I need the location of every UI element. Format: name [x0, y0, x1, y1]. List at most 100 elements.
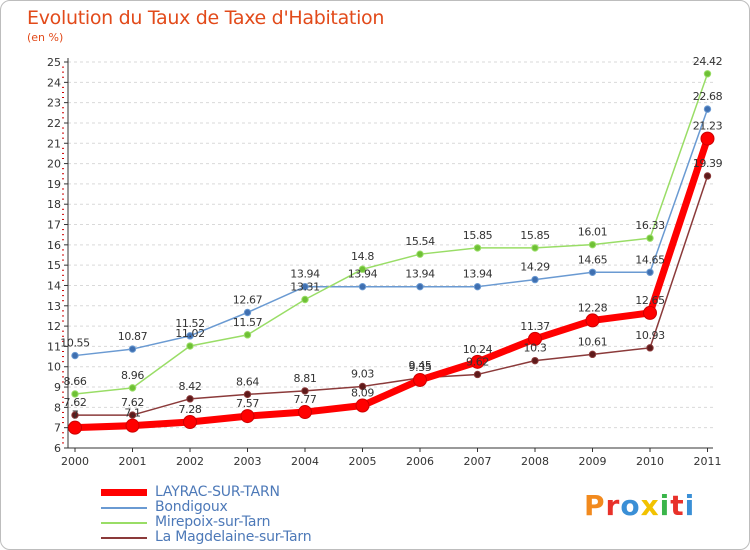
y-tick-label: 22 — [47, 117, 61, 130]
y-tick-label: 10 — [47, 361, 61, 374]
data-label: 19.39 — [693, 157, 723, 170]
x-tick-label: 2006 — [406, 455, 434, 468]
data-point — [416, 282, 424, 291]
data-point — [71, 411, 79, 419]
data-label: 11.02 — [175, 327, 205, 340]
data-point — [413, 372, 427, 387]
logo-letter: x — [640, 489, 660, 522]
legend-label: La Magdelaine-sur-Tarn — [155, 529, 312, 545]
data-point — [240, 409, 255, 424]
data-label: 10.55 — [60, 337, 90, 350]
legend-swatch — [101, 489, 147, 496]
logo-letter: t — [670, 489, 685, 522]
legend-item: Bondigoux — [101, 500, 311, 515]
data-point — [71, 390, 79, 398]
data-label: 8.42 — [179, 380, 202, 393]
data-point — [473, 282, 482, 291]
data-point — [298, 405, 312, 420]
chart-subtitle: (en %) — [27, 31, 64, 44]
y-tick-label: 19 — [47, 178, 61, 191]
data-label: 7 — [72, 409, 79, 422]
data-point — [588, 240, 597, 249]
data-point — [243, 390, 252, 399]
data-label: 7.77 — [294, 393, 317, 406]
logo-letter: P — [584, 489, 606, 522]
data-label: 12.28 — [578, 301, 608, 314]
data-point — [71, 351, 79, 360]
legend-item: La Magdelaine-sur-Tarn — [101, 529, 312, 545]
y-tick-label: 12 — [47, 320, 61, 333]
data-label: 16.33 — [635, 219, 665, 232]
chart-title: Evolution du Taux de Taxe d'Habitation — [27, 7, 385, 29]
series-line-2 — [74, 73, 709, 395]
axis-layer: 6789101112131415161718192021222324252000… — [47, 56, 722, 468]
data-label: 7.62 — [121, 396, 144, 409]
series-line-0 — [71, 135, 711, 432]
data-label: 13.94 — [290, 268, 320, 281]
data-point — [646, 234, 654, 242]
series-line-1 — [74, 108, 709, 357]
data-label: 22.68 — [693, 90, 723, 103]
data-label: 10.61 — [578, 335, 608, 348]
x-tick-label: 2003 — [234, 455, 262, 468]
data-label: 10.3 — [524, 342, 547, 355]
data-label: 10.93 — [635, 329, 665, 342]
data-point — [700, 131, 715, 146]
y-tick-label: 20 — [47, 158, 61, 171]
data-label: 14.65 — [635, 253, 665, 266]
data-point — [186, 332, 194, 340]
data-label: 8.64 — [236, 375, 259, 388]
logo-letter: i — [684, 489, 696, 522]
logo-letter: o — [620, 489, 641, 522]
y-tick-label: 9 — [54, 381, 61, 394]
x-tick-label: 2008 — [521, 455, 549, 468]
data-label: 13.94 — [348, 268, 378, 281]
data-label: 11.37 — [520, 320, 550, 333]
data-point — [186, 395, 194, 403]
series-line-3 — [74, 175, 709, 416]
legend-label: LAYRAC-SUR-TARN — [155, 484, 280, 500]
data-point — [585, 313, 600, 328]
y-tick-label: 17 — [47, 219, 61, 232]
data-label: 7.62 — [64, 396, 87, 409]
y-tick-label: 14 — [47, 279, 61, 292]
data-label: 16.01 — [578, 226, 608, 239]
data-label: 15.54 — [405, 235, 435, 248]
data-point — [355, 398, 370, 413]
data-point — [703, 70, 712, 78]
legend-item: LAYRAC-SUR-TARN — [101, 485, 311, 500]
data-point — [301, 295, 309, 304]
data-label: 14.8 — [351, 250, 374, 263]
logo-letter: i — [659, 489, 671, 522]
data-point — [358, 265, 367, 273]
x-tick-label: 2007 — [464, 455, 492, 468]
data-label: 8.09 — [351, 387, 374, 400]
data-point — [128, 384, 137, 392]
data-label: 13.31 — [290, 280, 320, 293]
data-point — [588, 350, 597, 359]
legend-swatch — [101, 521, 147, 524]
data-label: 10.87 — [118, 330, 148, 343]
data-label: 11.57 — [233, 316, 263, 329]
y-tick-label: 21 — [47, 137, 61, 150]
y-tick-label: 18 — [47, 198, 61, 211]
data-label: 15.85 — [520, 229, 550, 242]
data-point — [128, 411, 137, 419]
data-point — [531, 356, 539, 365]
x-tick-label: 2010 — [636, 455, 664, 468]
y-tick-label: 6 — [54, 442, 61, 455]
data-point — [588, 268, 597, 276]
data-point — [703, 172, 712, 180]
y-tick-label: 11 — [47, 340, 61, 353]
x-tick-label: 2005 — [349, 455, 377, 468]
data-point — [68, 420, 82, 435]
y-tick-label: 23 — [47, 97, 61, 110]
data-point — [186, 342, 194, 350]
data-label: 9.62 — [466, 355, 489, 368]
data-point — [473, 370, 482, 379]
x-tick-label: 2000 — [61, 455, 89, 468]
data-label: 11.52 — [175, 317, 205, 330]
legend-label: Bondigoux — [155, 499, 228, 515]
data-label: 9.35 — [409, 361, 432, 374]
legend: LAYRAC-SUR-TARN Bondigoux Mirepoix-sur-Tar… — [101, 485, 312, 545]
